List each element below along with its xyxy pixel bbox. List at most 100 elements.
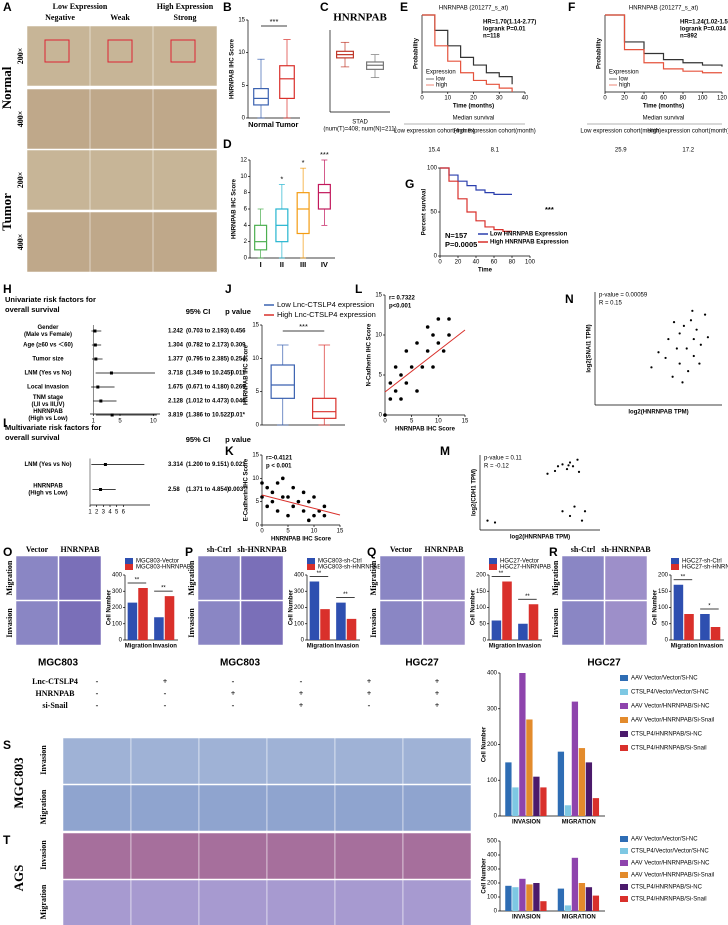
point — [573, 505, 576, 508]
bar — [585, 887, 593, 911]
bar — [164, 596, 175, 640]
micrograph — [89, 88, 155, 150]
bar — [320, 609, 330, 640]
x-tick-label: 10 — [444, 96, 451, 102]
point — [270, 490, 275, 495]
micrograph — [197, 600, 241, 646]
legend-swatch — [620, 872, 628, 878]
x-tick-label: MIGRATION — [562, 915, 596, 921]
point — [689, 319, 693, 322]
legend-label: MGC803-Vector — [136, 559, 179, 565]
condition-mark: - — [96, 689, 99, 698]
point — [576, 458, 579, 461]
column-header: High Expression — [157, 2, 214, 11]
y-axis-label: Cell Number — [471, 589, 477, 625]
micrograph — [334, 879, 404, 925]
bar — [502, 581, 512, 640]
column-header: p value — [225, 435, 251, 444]
bar — [540, 787, 547, 816]
fit-line — [384, 329, 466, 393]
point — [571, 465, 575, 468]
x-tick-label: II — [280, 260, 284, 269]
micrograph — [334, 784, 404, 832]
box — [317, 183, 331, 210]
point — [698, 362, 701, 365]
panel-label: A — [3, 0, 12, 14]
column-header: HNRNPAB — [425, 545, 465, 554]
micrograph — [198, 832, 268, 880]
micrograph — [334, 737, 404, 785]
panel-label: C — [320, 0, 329, 14]
x-tick-label: 4 — [108, 510, 112, 516]
point — [425, 325, 430, 329]
micrograph — [402, 832, 472, 880]
median-header: High expression cohort(month) — [454, 129, 536, 135]
x-tick-label: 0 — [420, 96, 424, 102]
point — [431, 333, 435, 337]
point — [436, 317, 441, 321]
row-label: (Male vs Female) — [24, 332, 72, 338]
bar — [571, 701, 579, 816]
point — [675, 347, 678, 350]
column-header: Vector — [390, 545, 413, 554]
y-tick-label: 15 — [252, 323, 259, 329]
bar — [578, 748, 586, 816]
column-header: sh-HNRNPAB — [601, 545, 651, 554]
panel-title: HNRNPAB (201277_s_at) — [439, 6, 508, 12]
row-label: HNRNPAB — [36, 689, 76, 698]
x-tick-label: 2 — [95, 510, 99, 516]
ci-label: (1.371 to 4.854) — [186, 487, 229, 493]
y-tick-label: 300 — [487, 867, 498, 873]
y-tick-label: 50 — [479, 621, 486, 627]
condition-mark: + — [299, 689, 304, 698]
y-tick-label: 0 — [434, 254, 438, 260]
x-tick-label: 20 — [470, 96, 477, 102]
magnification: 200× — [16, 172, 25, 189]
condition-mark: - — [164, 689, 167, 698]
micrograph — [130, 832, 200, 880]
p-value: 0.254 — [230, 357, 246, 363]
significance: *** — [299, 322, 308, 331]
x-tick-label: 5 — [286, 529, 290, 535]
hazard-ratio: 2.58 — [168, 487, 180, 493]
condition-mark: + — [163, 677, 168, 686]
bar — [557, 888, 565, 911]
row-label: HNRNPAB — [33, 409, 63, 415]
panel-label: M — [440, 444, 450, 458]
note: (num(T)=408; num(N)=211) — [323, 127, 396, 133]
y-tick-label: 400 — [487, 853, 498, 859]
point — [307, 518, 311, 523]
survival-curve — [440, 167, 512, 195]
row-group-label: Normal — [0, 66, 14, 109]
hazard-ratio: 3.718 — [168, 371, 184, 377]
y-axis-label: HNRNPAB IHC Score — [232, 178, 238, 239]
y-tick-label: 100 — [427, 166, 438, 172]
bar — [557, 751, 565, 816]
condition-mark: - — [96, 701, 99, 710]
point — [265, 504, 270, 509]
row-label: (High vs Low) — [28, 491, 67, 497]
x-tick-label: 0 — [438, 260, 442, 266]
survival-curve — [422, 14, 513, 85]
legend-label: HGC27-sh-Ctrl — [682, 559, 722, 565]
estimate — [93, 343, 97, 347]
condition-mark: - — [300, 677, 303, 686]
y-tick-label: 50 — [430, 210, 437, 216]
bar — [564, 805, 572, 816]
micrograph — [26, 88, 92, 150]
point — [706, 336, 709, 339]
legend-label: MGC803-sh-HNRNPAB — [318, 565, 381, 571]
x-tick-label: 10 — [150, 419, 157, 425]
statistic: n=118 — [483, 34, 501, 40]
legend-swatch — [620, 884, 628, 890]
point — [415, 389, 419, 393]
point — [703, 313, 707, 316]
bar — [512, 787, 519, 816]
significance: * — [280, 174, 283, 183]
bar — [526, 719, 533, 816]
micrograph — [15, 555, 59, 601]
legend-label: AAV Vector/HNRNPAB/Si-Snail — [631, 873, 714, 879]
micrograph — [62, 832, 132, 880]
legend-label: MGC803-sh-Ctrl — [318, 559, 362, 565]
y-tick-label: 2 — [244, 239, 248, 245]
